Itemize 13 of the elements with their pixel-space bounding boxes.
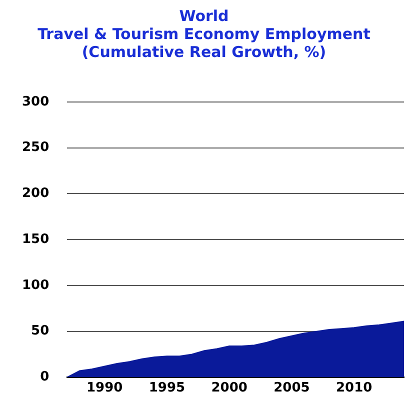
y-tick-label: 150 bbox=[22, 232, 50, 247]
y-tick-label: 50 bbox=[31, 324, 50, 339]
y-tick-label: 200 bbox=[22, 186, 50, 202]
y-tick-label: 250 bbox=[22, 140, 50, 156]
y-tick-label: 0 bbox=[40, 370, 50, 385]
x-tick-label: 1990 bbox=[86, 380, 123, 396]
x-tick-label: 2000 bbox=[211, 380, 248, 396]
x-tick-label: 2005 bbox=[274, 380, 310, 396]
chart-title: World Travel & Tourism Economy Employment (Cumulative Real Growth, %) bbox=[38, 6, 370, 61]
y-tick-label: 300 bbox=[22, 94, 50, 110]
y-tick-label: 100 bbox=[22, 278, 50, 293]
x-tick-label: 2010 bbox=[336, 380, 372, 396]
x-tick-label: 1995 bbox=[148, 380, 186, 396]
